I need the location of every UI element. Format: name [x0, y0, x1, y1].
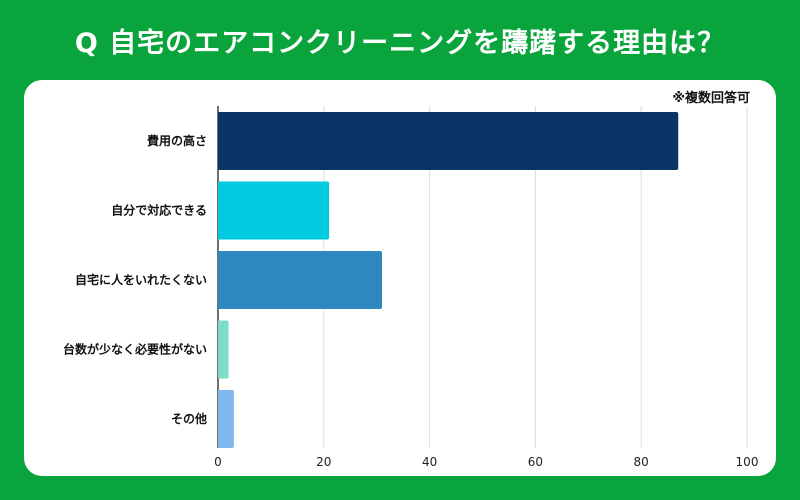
x-tick-label: 40 — [422, 455, 437, 469]
category-label: 自宅に人をいれたくない — [75, 272, 207, 287]
x-tick-label: 0 — [214, 455, 222, 469]
bar — [218, 320, 229, 379]
chart-card: ※複数回答可 0 20 40 60 80 100 費用の高さ自分で対応できる自宅に人をいれた… — [24, 80, 776, 476]
x-tick-label: 100 — [736, 455, 759, 469]
bar — [218, 181, 330, 240]
category-label: 自分で対応できる — [111, 203, 207, 218]
category-label: 台数が少なく必要性がない — [63, 342, 207, 357]
bar — [218, 112, 679, 170]
x-tick-label: 20 — [316, 455, 331, 469]
x-tick-label: 80 — [634, 455, 649, 469]
bar — [218, 390, 234, 448]
bar — [218, 251, 382, 309]
category-label: その他 — [171, 411, 207, 426]
chart-title: Q 自宅のエアコンクリーニングを躊躇する理由は？ — [74, 27, 726, 59]
category-label: 費用の高さ — [147, 133, 207, 148]
x-tick-label: 60 — [528, 455, 543, 469]
bar-chart: 0 20 40 60 80 100 費用の高さ自分で対応できる自宅に人をいれたくない台数が少… — [63, 106, 759, 469]
multiple-answers-note: ※複数回答可 — [672, 91, 750, 106]
